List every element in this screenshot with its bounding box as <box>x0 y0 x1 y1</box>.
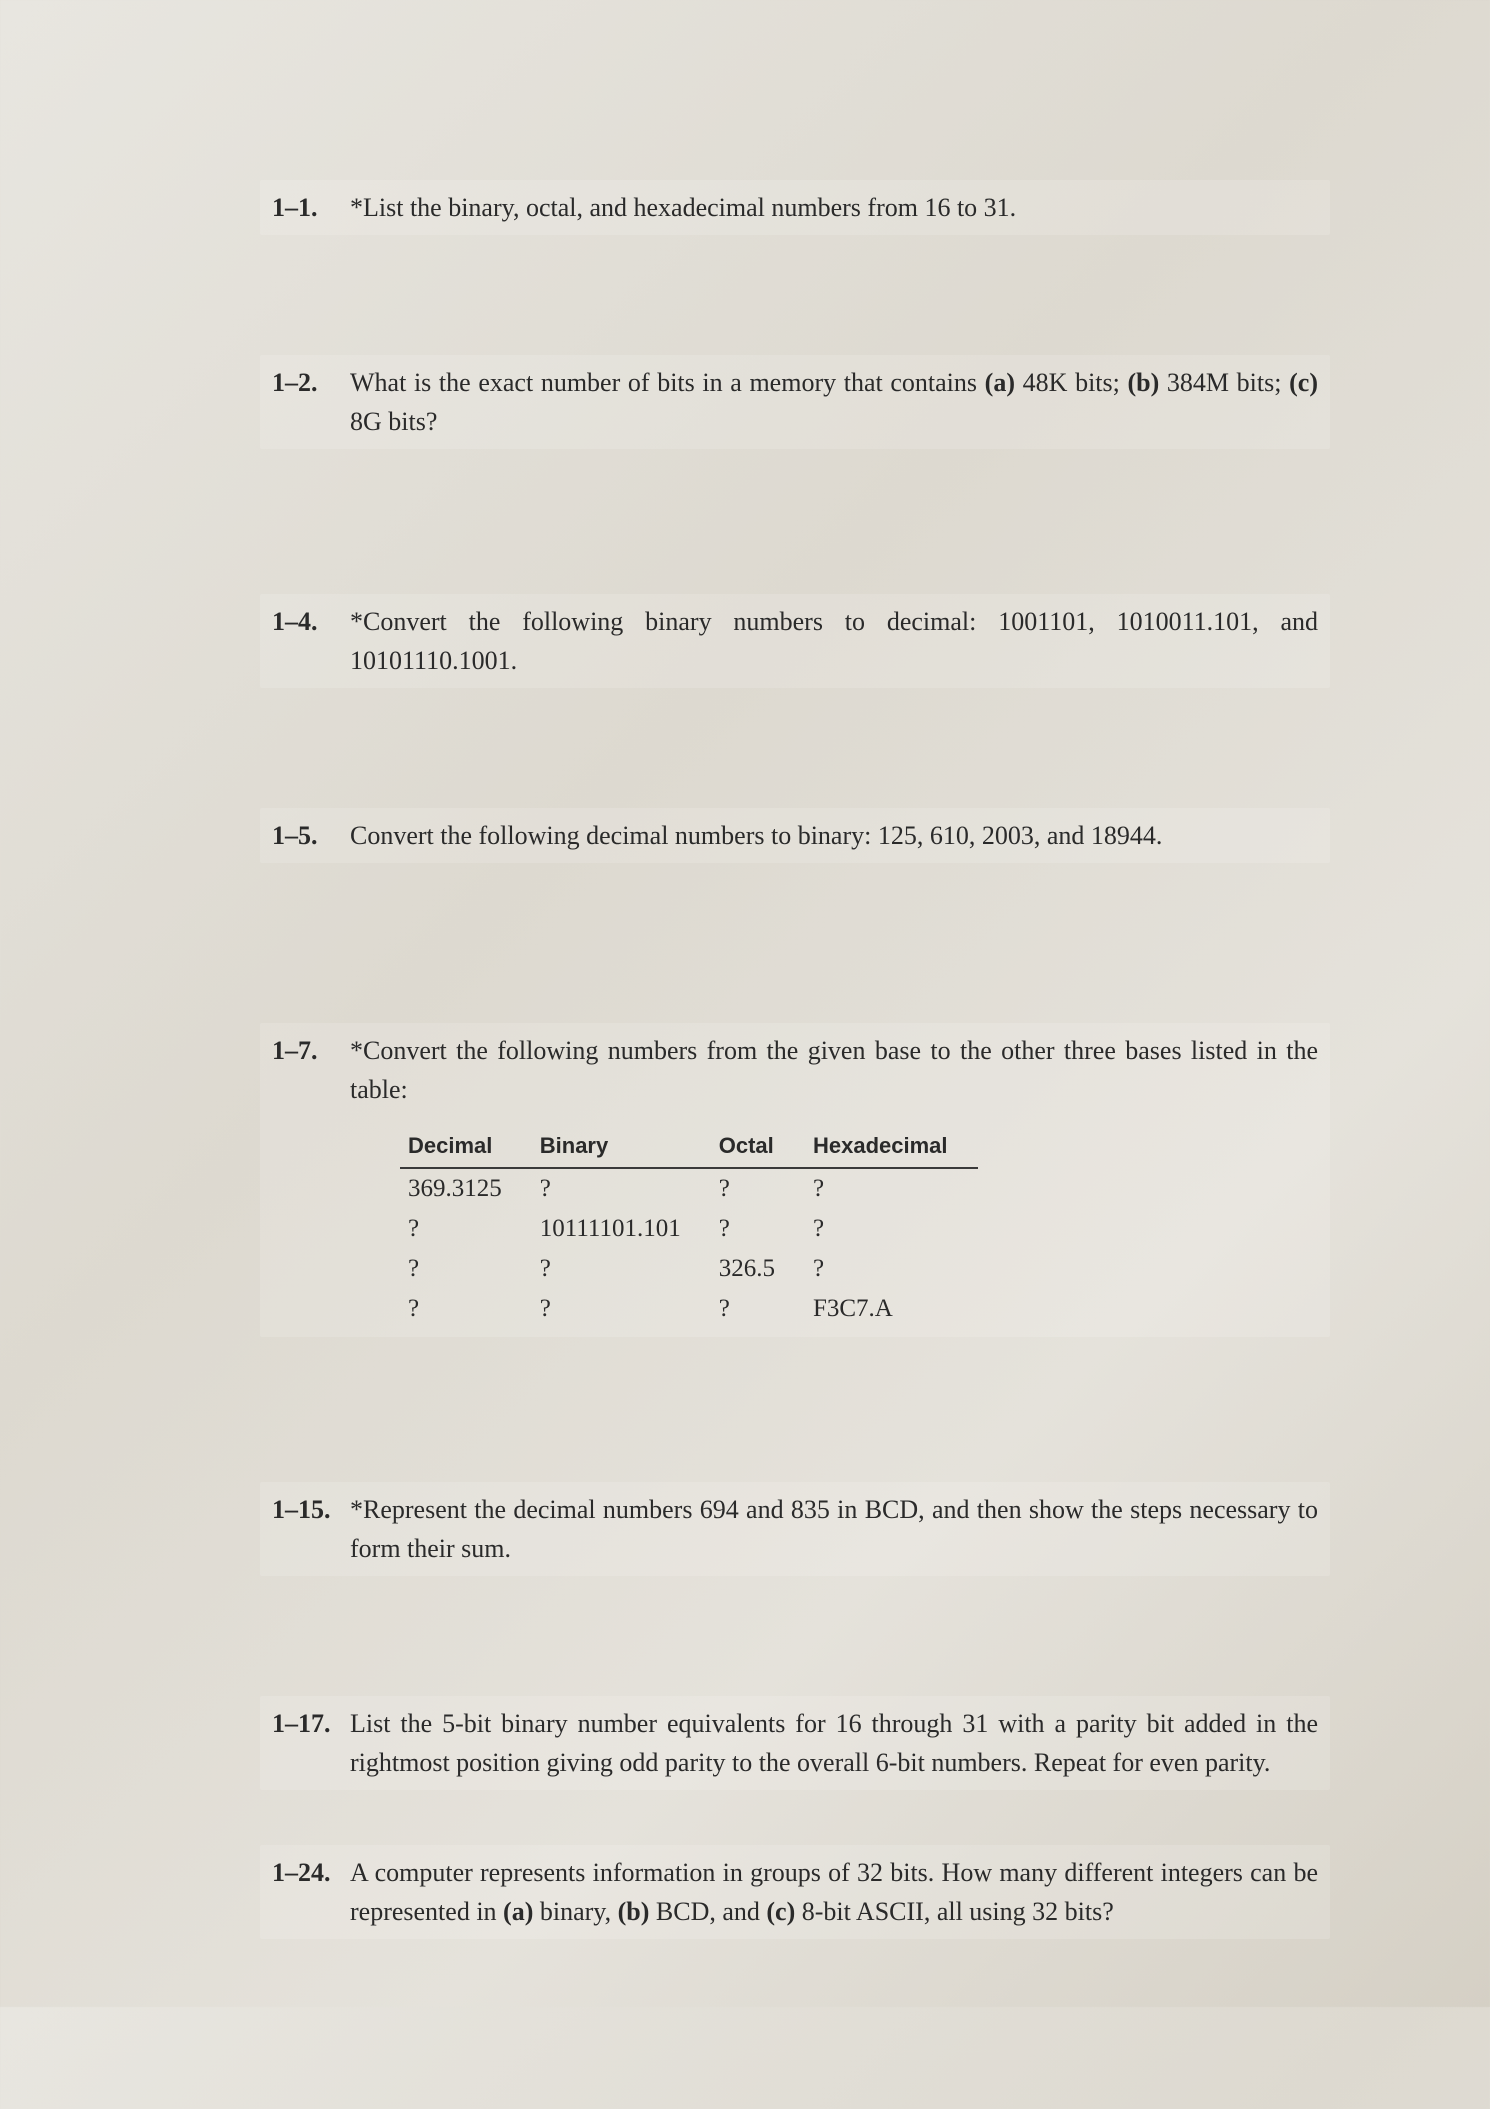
table-cell: ? <box>711 1289 805 1329</box>
problem-number: 1–2. <box>272 363 350 402</box>
problem-number: 1–1. <box>272 188 350 227</box>
problem-1-2: 1–2. What is the exact number of bits in… <box>260 355 1330 449</box>
problem-text: *Convert the following binary numbers to… <box>350 602 1318 680</box>
table-cell: ? <box>711 1169 805 1209</box>
problem-1-24: 1–24. A computer represents information … <box>260 1845 1330 1939</box>
table-cell: ? <box>805 1249 978 1289</box>
table-row: ???F3C7.A <box>400 1289 978 1329</box>
problem-number: 1–24. <box>272 1853 350 1892</box>
table-cell: F3C7.A <box>805 1289 978 1329</box>
table-cell: ? <box>400 1209 532 1249</box>
col-octal: Octal <box>711 1127 805 1169</box>
problem-1-4: 1–4. *Convert the following binary numbe… <box>260 594 1330 688</box>
table-cell: ? <box>400 1289 532 1329</box>
table-cell: ? <box>400 1249 532 1289</box>
problem-1-1: 1–1. *List the binary, octal, and hexade… <box>260 180 1330 235</box>
table-row: ??326.5? <box>400 1249 978 1289</box>
problem-text: *Convert the following numbers from the … <box>350 1031 1318 1109</box>
page-container: 1–1. *List the binary, octal, and hexade… <box>0 0 1490 2109</box>
problem-1-17: 1–17. List the 5-bit binary number equiv… <box>260 1696 1330 1790</box>
conversion-table: Decimal Binary Octal Hexadecimal 369.312… <box>400 1127 978 1329</box>
table-header-row: Decimal Binary Octal Hexadecimal <box>400 1127 978 1169</box>
table-row: ?10111101.101?? <box>400 1209 978 1249</box>
table-cell: 10111101.101 <box>532 1209 711 1249</box>
table-body: 369.3125????10111101.101????326.5????F3C… <box>400 1169 978 1329</box>
table-cell: ? <box>532 1289 711 1329</box>
col-binary: Binary <box>532 1127 711 1169</box>
problem-text: Convert the following decimal numbers to… <box>350 816 1318 855</box>
table-cell: 369.3125 <box>400 1169 532 1209</box>
problem-number: 1–17. <box>272 1704 350 1743</box>
col-hexadecimal: Hexadecimal <box>805 1127 978 1169</box>
problem-number: 1–15. <box>272 1490 350 1529</box>
table-cell: ? <box>532 1169 711 1209</box>
problem-1-15: 1–15. *Represent the decimal numbers 694… <box>260 1482 1330 1576</box>
problem-1-7: 1–7. *Convert the following numbers from… <box>260 1023 1330 1337</box>
col-decimal: Decimal <box>400 1127 532 1169</box>
table-row: 369.3125??? <box>400 1169 978 1209</box>
table-cell: 326.5 <box>711 1249 805 1289</box>
table-cell: ? <box>805 1209 978 1249</box>
table-cell: ? <box>711 1209 805 1249</box>
problem-1-5: 1–5. Convert the following decimal numbe… <box>260 808 1330 863</box>
problem-text: *List the binary, octal, and hexadecimal… <box>350 188 1318 227</box>
problem-text: A computer represents information in gro… <box>350 1853 1318 1931</box>
table-cell: ? <box>805 1169 978 1209</box>
problem-number: 1–5. <box>272 816 350 855</box>
problem-number: 1–4. <box>272 602 350 641</box>
problem-number: 1–7. <box>272 1031 350 1070</box>
problem-text: *Represent the decimal numbers 694 and 8… <box>350 1490 1318 1568</box>
problem-text: List the 5-bit binary number equivalents… <box>350 1704 1318 1782</box>
problem-text: What is the exact number of bits in a me… <box>350 363 1318 441</box>
table-cell: ? <box>532 1249 711 1289</box>
